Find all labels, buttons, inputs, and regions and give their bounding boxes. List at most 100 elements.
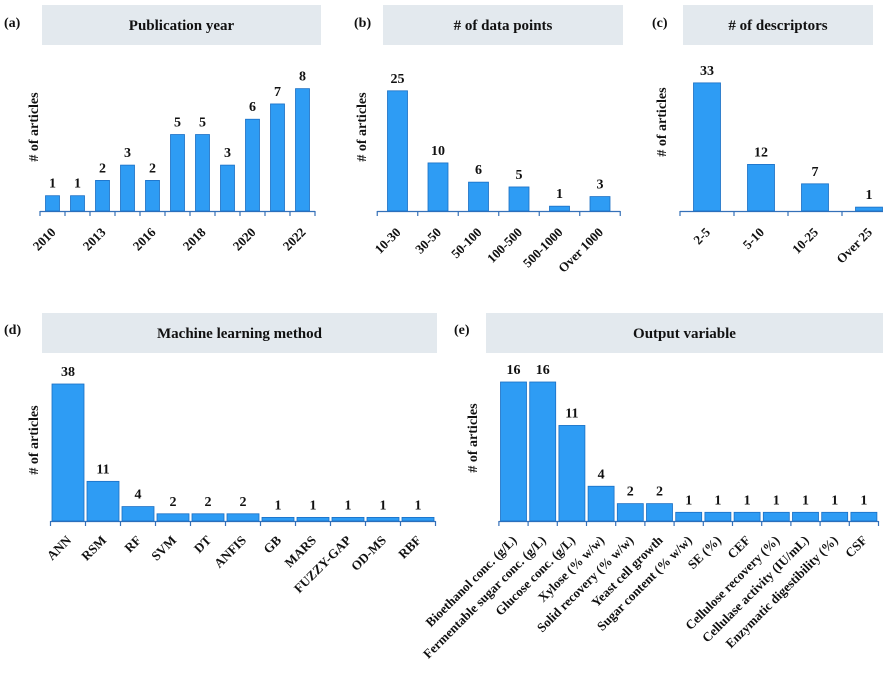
bar-2017	[170, 134, 185, 212]
x-tick-label: SE (%)	[685, 533, 724, 572]
x-tick-label: RBF	[395, 532, 424, 561]
bar-500-1000	[549, 205, 570, 212]
data-label: 38	[61, 365, 75, 380]
data-label: 1	[802, 493, 809, 508]
data-label: 2	[205, 495, 212, 510]
x-tick-label: GB	[260, 532, 284, 556]
bar-Sugar content (% w/w)	[675, 511, 703, 522]
chart-panel-2: (b) # of data points # of articles 25 10-30 1…	[354, 5, 623, 276]
data-label: 10	[431, 144, 445, 159]
data-label: 3	[124, 146, 131, 161]
bar-RSM	[86, 480, 120, 522]
data-label: 6	[249, 100, 256, 115]
title-box	[683, 5, 873, 45]
data-label: 4	[598, 467, 605, 482]
x-tick-label: 50-100	[448, 225, 485, 262]
chart-title: Machine learning method	[157, 326, 323, 342]
data-label: 33	[700, 64, 714, 79]
chart-title: # of data points	[454, 18, 553, 34]
bar-2013	[95, 180, 110, 212]
data-label: 2	[656, 485, 663, 500]
x-tick-label: RF	[121, 532, 144, 555]
data-label: 1	[275, 498, 282, 513]
x-tick-label: RSM	[78, 533, 109, 564]
panel-label: (c)	[652, 16, 668, 31]
title-box	[383, 5, 623, 45]
x-tick-label: 2018	[180, 224, 209, 253]
bar-CEF	[733, 511, 761, 522]
data-label: 5	[516, 168, 523, 183]
x-tick-label: ANN	[44, 532, 75, 563]
bar-ANN	[51, 383, 85, 522]
bar-DT	[191, 513, 225, 522]
chart-panel-4: (d) Machine learning method # of articles 3…	[4, 313, 437, 596]
x-tick-label: 2016	[130, 224, 159, 253]
data-label: 1	[831, 493, 838, 508]
data-label: 1	[345, 498, 352, 513]
x-tick-label: 2020	[230, 225, 259, 254]
bar-Solid recovery (% w/w)	[616, 503, 644, 522]
panel-label: (d)	[4, 323, 21, 338]
bar-MARS	[296, 516, 330, 522]
x-tick-label: 5-10	[740, 225, 767, 252]
data-label: 2	[149, 161, 156, 176]
bar-5-10	[747, 164, 775, 212]
bar-SVM	[156, 513, 190, 522]
bar-2019	[220, 164, 235, 212]
bar-2011	[70, 195, 85, 212]
bar-Over 1000	[589, 196, 611, 212]
bar-100-500	[508, 186, 530, 212]
data-label: 2	[170, 495, 177, 510]
data-label: 11	[565, 406, 578, 421]
bar-2022	[295, 88, 310, 212]
bar-Over 25	[855, 206, 883, 212]
chart-title: Publication year	[129, 18, 235, 34]
data-label: 2	[99, 161, 106, 176]
data-label: 7	[812, 165, 819, 180]
bar-OD-MS	[366, 516, 400, 522]
bar-Cellulase activity (IU/mL)	[792, 511, 819, 522]
x-tick-label: DT	[191, 532, 215, 556]
x-tick-label: 2010	[30, 225, 59, 254]
y-axis-label: # of articles	[466, 403, 481, 473]
data-label: 3	[224, 146, 231, 161]
panel-label: (e)	[454, 323, 470, 338]
data-label: 7	[274, 85, 281, 100]
y-axis-label: # of articles	[655, 87, 670, 157]
data-label: 1	[773, 493, 780, 508]
data-label: 2	[627, 485, 634, 500]
x-tick-label: SVM	[148, 533, 179, 564]
data-label: 1	[415, 498, 422, 513]
data-label: 12	[754, 145, 768, 160]
data-label: 1	[860, 493, 867, 508]
y-axis-label: # of articles	[27, 405, 42, 475]
x-tick-label: 2022	[280, 225, 309, 254]
chart-title: # of descriptors	[728, 18, 827, 34]
data-label: 1	[866, 188, 873, 203]
title-box	[42, 313, 437, 353]
title-box	[42, 5, 321, 45]
bar-ANFIS	[226, 513, 260, 522]
data-label: 8	[299, 70, 306, 85]
chart-panel-5: (e) Output variable# of articles16Bioetha…	[420, 313, 883, 661]
bar-10-25	[801, 183, 829, 212]
data-label: 5	[174, 116, 181, 131]
data-label: 1	[685, 493, 692, 508]
data-label: 2	[240, 495, 247, 510]
bar-2-5	[693, 82, 721, 212]
bar-GB	[261, 516, 295, 522]
data-label: 4	[135, 488, 142, 503]
bar-FUZZY-GAP	[331, 516, 365, 522]
data-label: 25	[391, 72, 405, 87]
chart-title: Output variable	[633, 326, 736, 342]
x-tick-label: 2013	[80, 224, 109, 253]
x-tick-label: 30-50	[412, 225, 444, 257]
bar-RF	[121, 506, 155, 522]
data-label: 16	[536, 363, 550, 378]
title-box	[486, 313, 883, 353]
data-label: 1	[310, 498, 317, 513]
data-label: 1	[714, 493, 721, 508]
x-tick-label: 10-30	[372, 225, 404, 257]
x-tick-label: ANFIS	[211, 533, 249, 571]
bar-2015	[120, 164, 135, 212]
